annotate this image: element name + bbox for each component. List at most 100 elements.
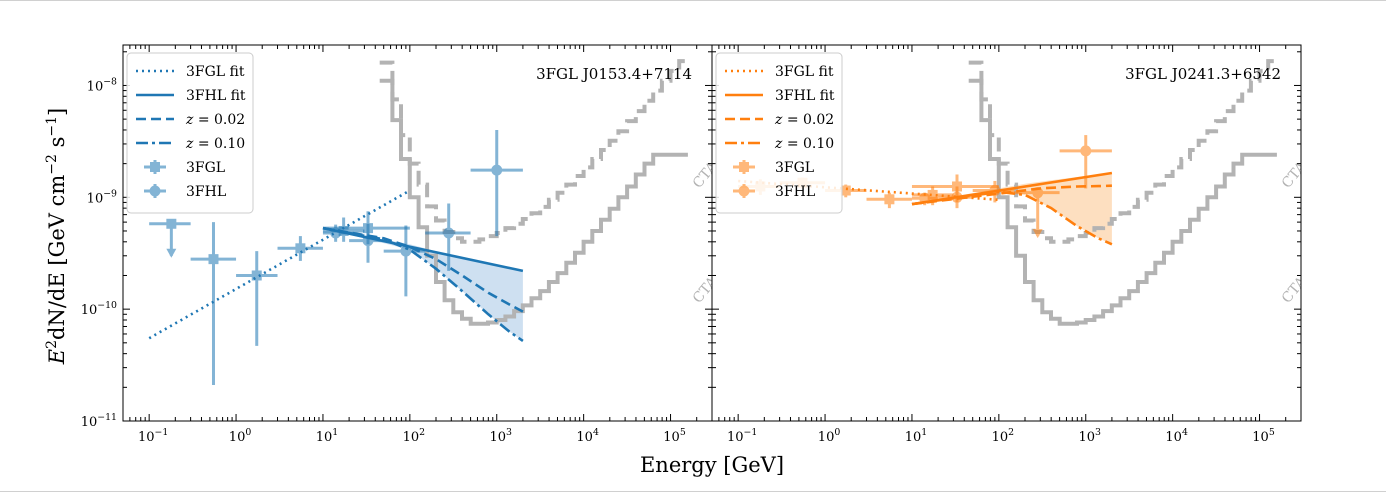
y-tick-label-base: 10 <box>81 415 98 430</box>
square-marker <box>166 218 177 229</box>
data-point-3fhl <box>470 129 523 237</box>
cta-5hrs-label: CTA North 5 hrs <box>1279 92 1366 192</box>
x-axis-label: Energy [GeV] <box>640 453 784 477</box>
top-border <box>0 0 1386 1</box>
square-marker <box>927 189 938 200</box>
data-point-3fhl <box>1059 135 1112 189</box>
legend-label: 3FHL fit <box>775 88 835 104</box>
x-tick-label: 102 <box>992 427 1015 445</box>
square-marker <box>251 270 262 281</box>
circle-marker <box>400 245 412 257</box>
data-point-3fhl <box>911 192 939 206</box>
legend-square <box>739 162 749 172</box>
y-tick-label: 10−9 <box>87 188 117 206</box>
legend-label: z = 0.10 <box>185 136 245 152</box>
data-point-3fhl <box>322 224 350 242</box>
series-line-dashdot <box>322 226 524 342</box>
square-marker <box>208 254 219 265</box>
circle-marker <box>362 235 374 247</box>
x-tick-label-exp: −1 <box>155 427 169 438</box>
legend-label: 3FGL <box>186 160 225 176</box>
x-tick-label-base: 10 <box>1078 430 1095 445</box>
y-tick-label: 10−8 <box>87 76 117 94</box>
legend-label: 3FGL fit <box>775 64 834 80</box>
x-tick-label-exp: 0 <box>245 427 251 438</box>
redshift-uncertainty-band <box>912 173 1112 245</box>
circle-marker <box>443 227 455 239</box>
data-point-3fgl <box>236 251 278 346</box>
data-point-3fgl <box>911 186 954 206</box>
x-tick-label: 104 <box>576 427 599 445</box>
x-tick-label: 103 <box>489 427 512 445</box>
cta-north-5hrs-line <box>379 59 688 244</box>
cta-north-5hrs-line <box>968 59 1277 244</box>
y-tick-label-exp: −11 <box>97 412 117 423</box>
data-point-3fhl <box>425 203 471 271</box>
circle-marker <box>491 164 503 176</box>
x-tick-label-base: 10 <box>1165 430 1182 445</box>
x-tick-label: 103 <box>1078 427 1101 445</box>
legend-marker <box>733 160 755 174</box>
x-tick-label: 101 <box>905 427 928 445</box>
legend-label-math: z <box>185 112 194 128</box>
x-tick-label-exp: 5 <box>1269 427 1275 438</box>
legend-label-rest: = 0.02 <box>193 112 245 128</box>
data-point-3fgl <box>866 192 912 209</box>
ylabel-exp-cm: −2 <box>44 154 60 175</box>
legend-label-rest: = 0.10 <box>782 136 834 152</box>
series-line-dashed <box>322 226 524 313</box>
legend-label: 3FHL <box>775 184 815 200</box>
legend-marker <box>144 184 166 198</box>
data-point-3fhl <box>349 223 384 263</box>
circle-marker <box>951 191 963 203</box>
x-tick-label-base: 10 <box>663 430 680 445</box>
legend-label-rest: = 0.10 <box>193 136 245 152</box>
legend-box <box>715 52 843 214</box>
ticks <box>711 45 1302 422</box>
x-tick-label-exp: 1 <box>921 427 927 438</box>
data-point-3fgl <box>149 218 191 258</box>
upper-limit-arrow <box>166 248 177 258</box>
y-tick-label: 10−10 <box>81 300 117 318</box>
x-tick-label-base: 10 <box>403 430 420 445</box>
x-tick-label: 105 <box>663 427 686 445</box>
square-marker <box>295 243 306 254</box>
y-tick-label-exp: −8 <box>103 76 117 87</box>
x-tick-label-exp: 3 <box>1095 427 1101 438</box>
x-tick-label: 10−1 <box>727 427 757 445</box>
data-point-3fhl <box>938 186 973 209</box>
x-tick-label: 101 <box>316 427 339 445</box>
legend-label: z = 0.02 <box>185 112 245 128</box>
x-tick-label-base: 10 <box>905 430 922 445</box>
legend-label-math: z <box>185 136 194 152</box>
legend-circle <box>149 185 161 197</box>
y-axis-label: E2dN/dE [GeV cm−2 s−1] <box>44 108 69 365</box>
cta-north-50hrs-line <box>968 78 1277 326</box>
y-tick-label-exp: −9 <box>103 188 117 199</box>
legend-label: z = 0.02 <box>774 112 834 128</box>
circle-marker <box>330 227 342 239</box>
axes-frame <box>711 44 1302 422</box>
x-tick-label-exp: 2 <box>1008 427 1014 438</box>
x-tick-label: 100 <box>818 427 841 445</box>
data-point-3fgl <box>277 236 323 261</box>
y-tick-label-exp: −10 <box>97 300 117 311</box>
legend-box <box>126 52 254 214</box>
series-line-dotted <box>148 189 411 340</box>
x-tick-label-base: 10 <box>489 430 506 445</box>
circle-marker <box>919 192 931 204</box>
x-tick-label-exp: 4 <box>1182 427 1188 438</box>
circle-marker <box>1032 187 1044 199</box>
y-tick-label-base: 10 <box>87 191 104 206</box>
ylabel-exp-s: −1 <box>44 116 60 137</box>
legend-square <box>150 162 160 172</box>
x-tick-label-exp: 5 <box>680 427 686 438</box>
ylabel-e: E <box>45 349 69 365</box>
legend-label: 3FGL fit <box>186 64 245 80</box>
x-tick-label-exp: 2 <box>419 427 425 438</box>
legend-label-math: z <box>774 136 783 152</box>
ylabel-s: s <box>45 137 69 154</box>
upper-limit-arrow <box>1032 229 1043 239</box>
